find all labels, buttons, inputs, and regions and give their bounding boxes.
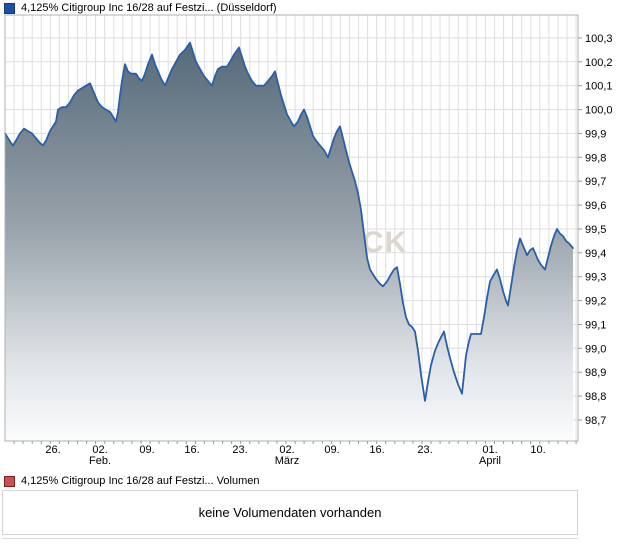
y-axis-label: 100,3	[585, 33, 613, 45]
volume-empty-box: keine Volumendaten vorhanden	[2, 490, 578, 535]
x-axis-day-label: 23.	[417, 444, 432, 456]
y-axis-label: 98,7	[585, 415, 606, 427]
x-axis-month-label: März	[275, 455, 299, 467]
x-axis-day-label: 26.	[45, 444, 60, 456]
y-axis-label: 99,0	[585, 343, 606, 355]
y-axis-label: 99,2	[585, 296, 606, 308]
volume-series-marker	[4, 475, 15, 487]
price-chart: CK 26. 02. Feb. 09. 16. 23. 02. März 09. 16. 23. 01.…	[4, 14, 613, 467]
y-axis-label: 99,9	[585, 128, 606, 140]
y-axis-label: 99,8	[585, 152, 606, 164]
y-axis-label: 99,7	[585, 176, 606, 188]
x-axis-day-label: 16.	[184, 444, 199, 456]
y-axis-label: 99,5	[585, 224, 606, 236]
y-axis-label: 99,6	[585, 200, 606, 212]
x-axis-day-label: 02.	[279, 444, 294, 456]
price-line	[4, 41, 574, 402]
y-axis-label: 98,9	[585, 367, 606, 379]
y-axis-label: 98,8	[585, 391, 606, 403]
watermark-text: CK	[362, 226, 407, 259]
price-series-marker	[4, 2, 15, 14]
bottom-divider	[2, 538, 578, 539]
price-area	[5, 42, 573, 441]
volume-empty-message: keine Volumendaten vorhanden	[198, 505, 382, 520]
y-axis-label: 100,2	[585, 57, 613, 69]
price-legend: 4,125% Citigroup Inc 16/28 auf Festzi...…	[4, 2, 277, 14]
y-axis-label: 99,4	[585, 248, 606, 260]
x-axis-day-label: 09.	[139, 444, 154, 456]
plot-border	[4, 14, 579, 442]
y-axis-label: 100,1	[585, 81, 613, 93]
y-axis-label: 99,1	[585, 320, 606, 332]
volume-legend: 4,125% Citigroup Inc 16/28 auf Festzi...…	[4, 475, 259, 487]
x-axis-day-label: 01.	[482, 444, 497, 456]
x-axis-month-label: Feb.	[89, 455, 111, 467]
volume-series-label: 4,125% Citigroup Inc 16/28 auf Festzi...…	[21, 475, 260, 487]
x-axis-month-label: April	[479, 455, 501, 467]
price-series-label: 4,125% Citigroup Inc 16/28 auf Festzi...…	[21, 2, 277, 14]
y-axis-label: 99,3	[585, 272, 606, 284]
x-axis-day-label: 09.	[324, 444, 339, 456]
y-axis-label: 100,0	[585, 105, 613, 117]
x-axis-day-label: 23.	[232, 444, 247, 456]
x-axis-day-label: 16.	[369, 444, 384, 456]
x-axis-day-label: 10.	[530, 444, 545, 456]
x-axis-day-label: 02.	[92, 444, 107, 456]
tick-marks	[13, 37, 582, 444]
